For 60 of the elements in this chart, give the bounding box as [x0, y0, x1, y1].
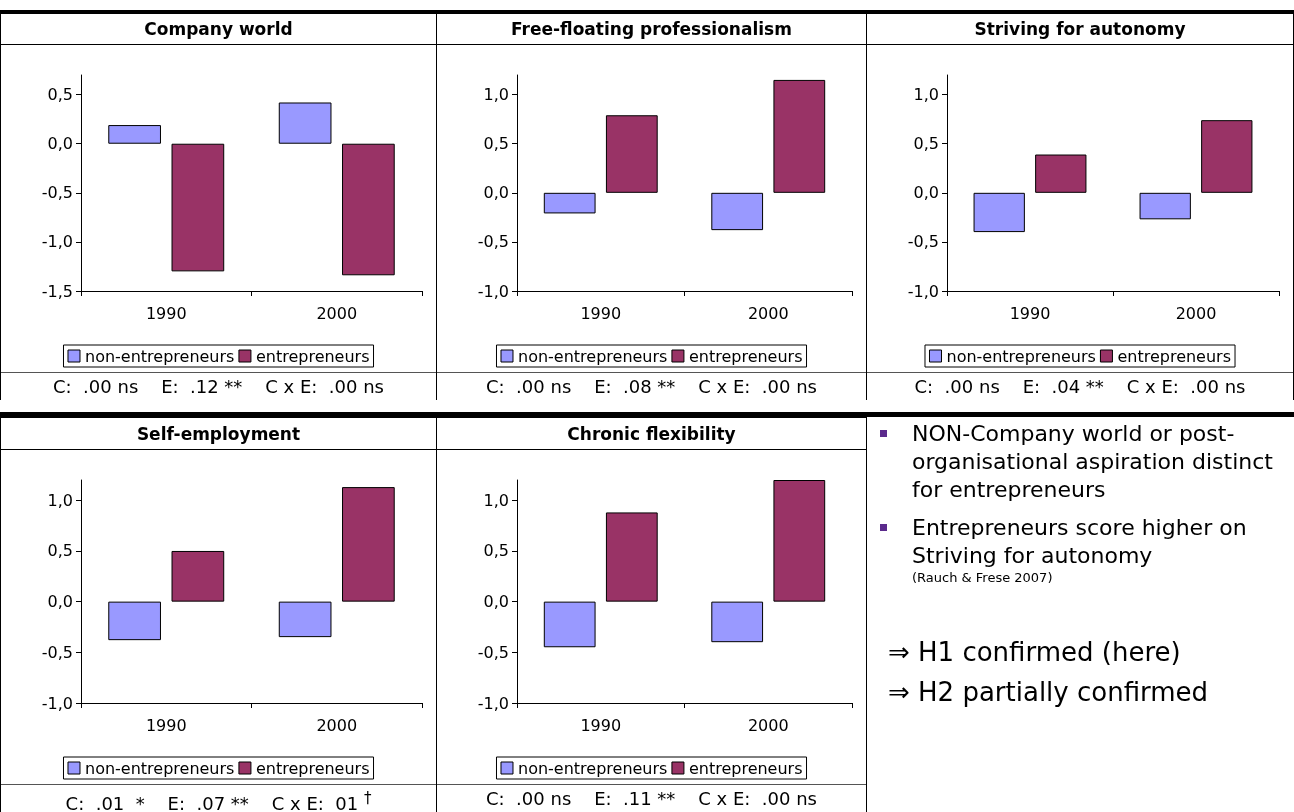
x-tick-label: 2000 — [747, 303, 789, 323]
text: C: .00 ns E: .08 ** C x E: .00 ns — [437, 372, 866, 400]
text: Entrepreneurs score higher on Striving for autonomy — [912, 515, 1247, 568]
y-tick-label: 0,0 — [483, 592, 509, 612]
y-tick-label: 0,0 — [47, 592, 73, 612]
y-tick-label: 0,0 — [47, 134, 73, 154]
x-tick-label: 2000 — [316, 715, 358, 735]
text: ⇒ H2 partially confirmed — [888, 677, 1209, 707]
y-tick-label: -0,5 — [477, 232, 509, 252]
chart-title: Striving for autonomy — [867, 12, 1293, 45]
legend-label: non-entrepreneurs — [946, 346, 1096, 366]
text: C: .00 ns E: .12 ** C x E: .00 ns — [1, 372, 436, 400]
chart-title: Self-employment — [1, 417, 436, 450]
x-tick-label: 1990 — [1009, 303, 1051, 323]
legend-label: entrepreneurs — [688, 346, 803, 366]
x-tick-label: 2000 — [316, 303, 358, 323]
y-tick-label: -1,0 — [41, 693, 73, 713]
y-tick-label: 0,5 — [47, 85, 73, 105]
y-tick-label: 1,0 — [47, 490, 73, 510]
y-tick-label: 0,5 — [47, 541, 73, 561]
legend-label: non-entrepreneurs — [84, 346, 235, 366]
legend-label: non-entrepreneurs — [84, 758, 235, 778]
y-tick-label: 1,0 — [483, 85, 509, 105]
legend-label: entrepreneurs — [688, 758, 803, 778]
y-tick-label: -0,5 — [41, 642, 73, 662]
text: NON-Company world or post-organisational aspiration distinct for entrepreneurs — [912, 421, 1273, 502]
y-tick-label: 1,0 — [483, 490, 509, 510]
x-tick-label: 1990 — [145, 303, 187, 323]
y-tick-label: -1,0 — [477, 281, 509, 301]
x-tick-label: 2000 — [1175, 303, 1217, 323]
chart-title: Chronic flexibility — [437, 417, 866, 450]
text: ⇒ H1 confirmed (here) — [888, 637, 1181, 667]
text: C: .00 ns E: .04 ** C x E: .00 ns — [867, 372, 1293, 400]
y-tick-label: -0,5 — [477, 642, 509, 662]
y-tick-label: 0,0 — [913, 183, 939, 203]
y-tick-label: 0,5 — [483, 541, 509, 561]
chart-title: Free-floating professionalism — [437, 12, 866, 45]
y-tick-label: 1,0 — [913, 85, 939, 105]
y-tick-label: -1,0 — [477, 693, 509, 713]
text: (Rauch & Frese 2007) — [912, 570, 1053, 585]
legend-label: entrepreneurs — [1117, 346, 1232, 366]
text: C: .01 * E: .07 ** C x E: 01 $^{†}$ — [1, 784, 436, 812]
y-tick-label: 0,5 — [913, 134, 939, 154]
x-tick-label: 1990 — [145, 715, 187, 735]
legend-label: non-entrepreneurs — [517, 758, 668, 778]
legend-label: non-entrepreneurs — [517, 346, 668, 366]
y-tick-label: -1,5 — [41, 281, 73, 301]
y-tick-label: 0,5 — [483, 134, 509, 154]
text: C: .00 ns E: .11 ** C x E: .00 ns — [437, 784, 866, 812]
x-tick-label: 1990 — [580, 715, 622, 735]
legend-label: entrepreneurs — [255, 758, 370, 778]
x-tick-label: 1990 — [580, 303, 622, 323]
y-tick-label: -0,5 — [41, 183, 73, 203]
y-tick-label: -0,5 — [907, 232, 939, 252]
y-tick-label: -1,0 — [907, 281, 939, 301]
y-tick-label: 0,0 — [483, 183, 509, 203]
chart-title: Company world — [1, 12, 436, 45]
x-tick-label: 2000 — [747, 715, 789, 735]
legend-label: entrepreneurs — [255, 346, 370, 366]
y-tick-label: -1,0 — [41, 232, 73, 252]
